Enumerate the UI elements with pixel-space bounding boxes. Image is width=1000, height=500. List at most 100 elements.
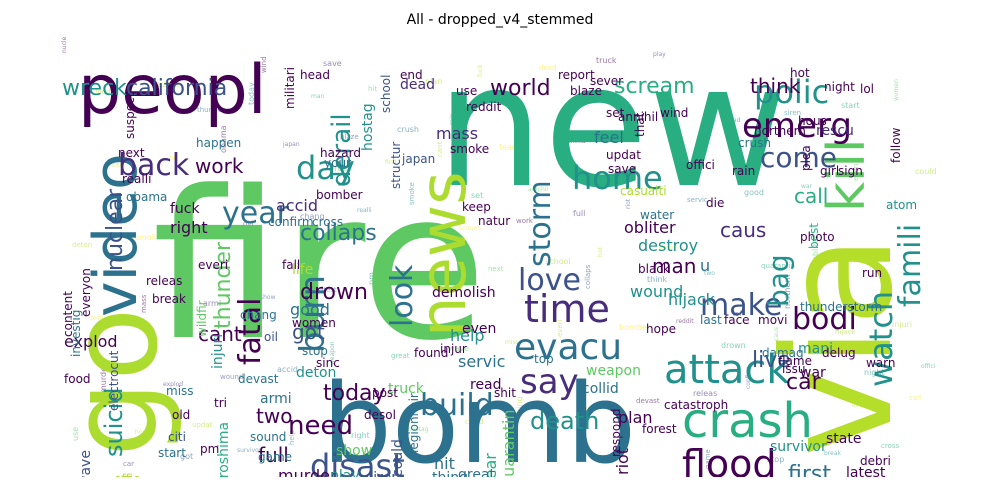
chart-title: All - dropped_v4_stemmed — [406, 12, 594, 28]
filler-word: state — [181, 217, 188, 233]
word-die: die — [706, 196, 724, 210]
word-need: need — [288, 411, 353, 441]
word-game: game — [258, 450, 292, 464]
word-great: great — [458, 467, 496, 477]
word-peopl: peopl — [78, 51, 267, 130]
word-wind: wind — [660, 106, 688, 120]
filler-word: die — [585, 178, 596, 186]
filler-word: everi — [556, 319, 564, 337]
word-via: via — [752, 235, 926, 457]
word-good: good — [290, 300, 330, 319]
word-follow: follow — [889, 127, 903, 163]
word-destroy: destroy — [638, 236, 698, 255]
word-make: make — [700, 288, 782, 323]
word-build: build — [420, 388, 494, 423]
filler-word: read — [727, 117, 741, 124]
word-miss: miss — [166, 384, 194, 398]
word-fall: fall — [282, 258, 300, 272]
filler-word: collid — [465, 418, 483, 426]
word-rain: rain — [732, 164, 755, 178]
word-black: black — [638, 262, 670, 276]
filler-word: even — [852, 164, 860, 181]
word-deton: deton — [296, 365, 336, 381]
word-electrocut: electrocut — [107, 350, 121, 411]
filler-word: riot — [625, 198, 632, 209]
word-tri: tri — [214, 396, 227, 410]
word-cant: cant — [198, 322, 242, 346]
word-northern: northern — [754, 124, 806, 138]
filler-word: right — [351, 431, 370, 440]
filler-word: report — [209, 75, 228, 82]
word-video: video — [81, 153, 151, 317]
word-investig: investig — [69, 310, 83, 357]
filler-word: injuri — [892, 320, 912, 329]
filler-word: hazard — [152, 80, 179, 89]
word-explod: explod — [64, 332, 118, 351]
filler-word: deton — [72, 241, 92, 249]
word-collaps: collaps — [300, 221, 377, 246]
word-fatal: fatal — [233, 298, 268, 365]
filler-word: live — [852, 402, 863, 409]
word-women: women — [292, 316, 336, 330]
filler-word: nuclear — [61, 37, 68, 53]
word-death: death — [530, 407, 599, 435]
filler-word: hous — [135, 429, 149, 436]
filler-word: oil — [169, 154, 177, 162]
word-water: water — [640, 208, 674, 222]
word-smoke: smoke — [450, 142, 489, 156]
word-injuri: injuri — [210, 334, 226, 369]
word-found: found — [414, 346, 448, 360]
word-sinc: sinc — [316, 356, 340, 370]
word-injur: injur — [440, 342, 467, 356]
word-stop: stop — [302, 344, 328, 358]
word-read: read — [470, 377, 502, 393]
filler-word: rescu — [659, 244, 678, 252]
filler-word: women — [893, 79, 900, 101]
word-save: save — [608, 162, 636, 176]
word-state: state — [826, 431, 861, 447]
filler-word: annihil — [528, 186, 548, 193]
word-sever: sever — [590, 74, 623, 88]
word-annihil: annihil — [618, 110, 658, 124]
word-time: time — [524, 287, 610, 331]
filler-word: set — [471, 191, 483, 200]
word-thunderstorm: thunderstorm — [800, 300, 882, 314]
filler-word: northern — [783, 274, 792, 309]
word-bag: bag — [762, 254, 795, 307]
filler-word: start — [841, 101, 860, 110]
word-quarantin: quarantin — [499, 410, 518, 477]
word-happen: happen — [196, 136, 241, 150]
filler-word: hiroshima — [556, 138, 586, 145]
filler-word: releas — [693, 389, 717, 398]
word-caus: caus — [720, 218, 766, 242]
word-food: food — [64, 372, 91, 386]
word-wildfir: wildfir — [195, 300, 209, 337]
filler-word: hostag — [408, 426, 429, 433]
word-say: say — [520, 362, 579, 402]
filler-word: chang — [300, 212, 325, 221]
filler-word: man — [311, 93, 325, 100]
filler-word: work — [516, 217, 534, 225]
filler-word: fall — [431, 273, 440, 280]
word-today: today — [323, 381, 386, 406]
filler-word: plan — [425, 77, 442, 86]
word-run: run — [862, 266, 882, 280]
filler-word: miss — [505, 339, 519, 346]
word-hot: hot — [790, 66, 810, 80]
filler-word: today — [247, 82, 256, 105]
filler-word: siren — [784, 109, 801, 117]
word-war: war — [800, 365, 826, 381]
filler-word: armi — [203, 299, 221, 308]
word-full: full — [258, 443, 289, 467]
word-go: go — [60, 307, 185, 457]
word-rescu: rescu — [816, 123, 854, 139]
word-delug: delug — [822, 346, 856, 360]
filler-word: explod — [163, 381, 183, 388]
word-obama: obama — [126, 190, 167, 204]
word-truck: truck — [388, 381, 425, 397]
word-keep: keep — [462, 200, 491, 214]
filler-word: quarantin — [761, 262, 795, 270]
filler-word: offici — [921, 363, 936, 370]
filler-word: two — [704, 270, 715, 277]
filler-word: blaze — [340, 133, 359, 141]
